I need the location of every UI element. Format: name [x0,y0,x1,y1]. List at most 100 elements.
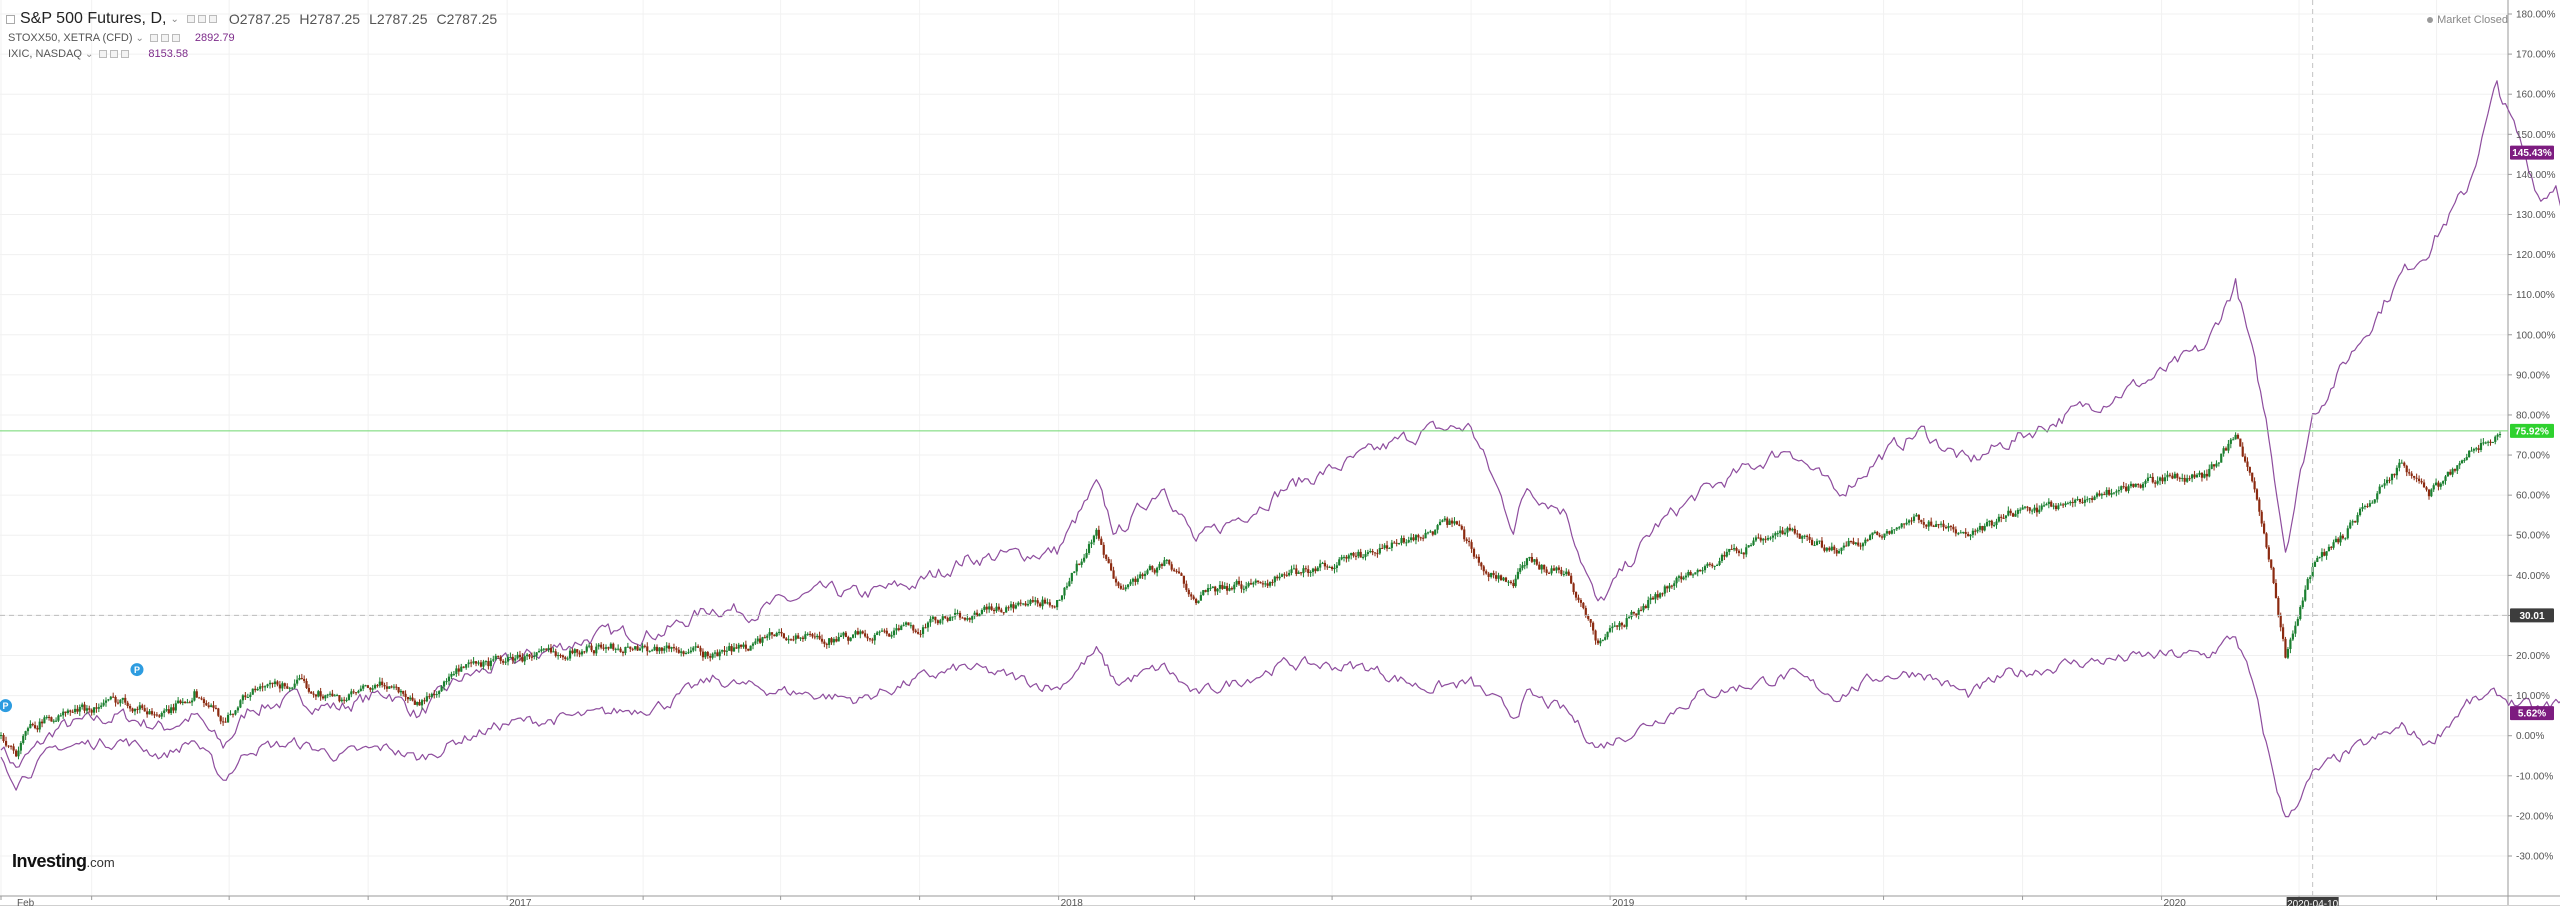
candle-body [1920,519,1923,523]
candle-body [2405,465,2408,473]
candle-body [595,646,598,654]
candle-body [878,631,881,633]
candle-body [1078,563,1081,565]
remove-toggle-icon[interactable] [121,50,130,58]
candle-body [1472,548,1476,557]
time-axis-label: 2017 [509,898,532,906]
candle-body [1885,531,1889,534]
candle-body [345,699,348,701]
candle-body [188,702,191,704]
candle-body [2472,449,2475,451]
settings-toggle-icon[interactable] [160,34,169,42]
candle-body [687,652,690,654]
candle-body [1046,602,1049,604]
candle-body [1371,551,1374,553]
candle-body [2137,483,2140,485]
remove-toggle-icon[interactable] [208,15,217,23]
candle-body [1565,571,1568,575]
candle-body [1969,534,1972,537]
candle-body [2496,434,2499,437]
candle-body [359,688,362,691]
candle-body [1952,526,1955,530]
candle-body [150,711,154,715]
candle-body [1216,588,1219,592]
candle-body [592,650,596,654]
candle-body [1345,556,1348,559]
candle-body [165,709,168,711]
visibility-toggle-icon[interactable] [186,15,195,23]
compare-symbol-stoxx[interactable]: STOXX50, XETRA (CFD) [8,32,133,44]
candle-body [1173,569,1176,571]
candle-body [1869,535,1872,541]
candle-body [249,694,252,698]
candle-body [1644,605,1647,608]
candle-body [856,631,860,635]
visibility-toggle-icon[interactable] [149,34,158,42]
candle-body [2076,498,2079,500]
candle-body [1158,564,1161,568]
collapse-toggle-icon[interactable] [6,14,15,24]
candle-body [1470,542,1473,549]
chevron-down-icon[interactable]: ⌄ [84,48,94,60]
candle-body [883,630,886,632]
remove-toggle-icon[interactable] [171,34,180,42]
candle-body [775,632,778,637]
candle-body [455,668,458,674]
visibility-toggle-icon[interactable] [99,50,108,58]
legend-main-row[interactable]: S&P 500 Futures, D, ⌄ O2787.25 H2787.25 … [6,8,506,30]
candle-body [792,639,795,641]
candle-body [1468,540,1471,543]
candle-body [612,643,615,650]
candle-body [1276,576,1279,579]
candle-body [953,612,957,617]
compare-symbol-ixic[interactable]: IXIC, NASDAQ [8,48,82,60]
candle-body [155,714,158,716]
candle-body [980,610,984,614]
candle-body [1039,603,1042,607]
candle-body [763,637,766,639]
candle-body [588,645,591,647]
candle-body [2251,472,2254,482]
candle-body [859,631,862,635]
candle-body [1808,536,1811,540]
candle-body [314,694,318,697]
legend-compare-stoxx[interactable]: STOXX50, XETRA (CFD) ⌄ 2892.79 [6,30,506,46]
settings-toggle-icon[interactable] [110,50,119,58]
candle-body [1670,585,1673,587]
candle-body [1978,526,1982,530]
candle-body [1691,574,1695,576]
candle-body [1718,561,1721,565]
candle-body [1237,580,1241,585]
candle-body [2479,443,2483,450]
candle-body [425,696,428,702]
candle-body [1321,562,1324,564]
candle-body [2398,462,2401,468]
badge-crosshair-date: 2020-04-10 [2287,899,2339,906]
candle-body [880,630,884,632]
candle-body [1499,575,1503,581]
candle-body [460,666,463,672]
candle-body [1097,529,1100,539]
candle-body [217,708,220,716]
candle-body [153,714,156,716]
candle-body [806,633,809,635]
chevron-down-icon[interactable]: ⌄ [135,32,144,44]
candle-body [2122,486,2125,488]
candle-body [1359,551,1362,558]
candle-body [1840,547,1843,551]
candle-body [1288,572,1291,576]
main-symbol-title[interactable]: S&P 500 Futures, D, [20,10,167,27]
candle-body [1390,542,1393,548]
candle-body [1362,556,1365,558]
legend-compare-ixic[interactable]: IXIC, NASDAQ ⌄ 8153.58 [6,46,506,62]
price-axis-label: -30.00% [2516,852,2553,863]
candle-body [521,657,524,662]
candle-body [1148,566,1151,571]
settings-toggle-icon[interactable] [197,15,206,23]
candle-body [2154,482,2157,484]
chevron-down-icon[interactable]: ⌄ [170,13,179,25]
candle-body [1740,552,1743,554]
candle-body [2434,482,2438,486]
candle-body [1742,552,1745,555]
